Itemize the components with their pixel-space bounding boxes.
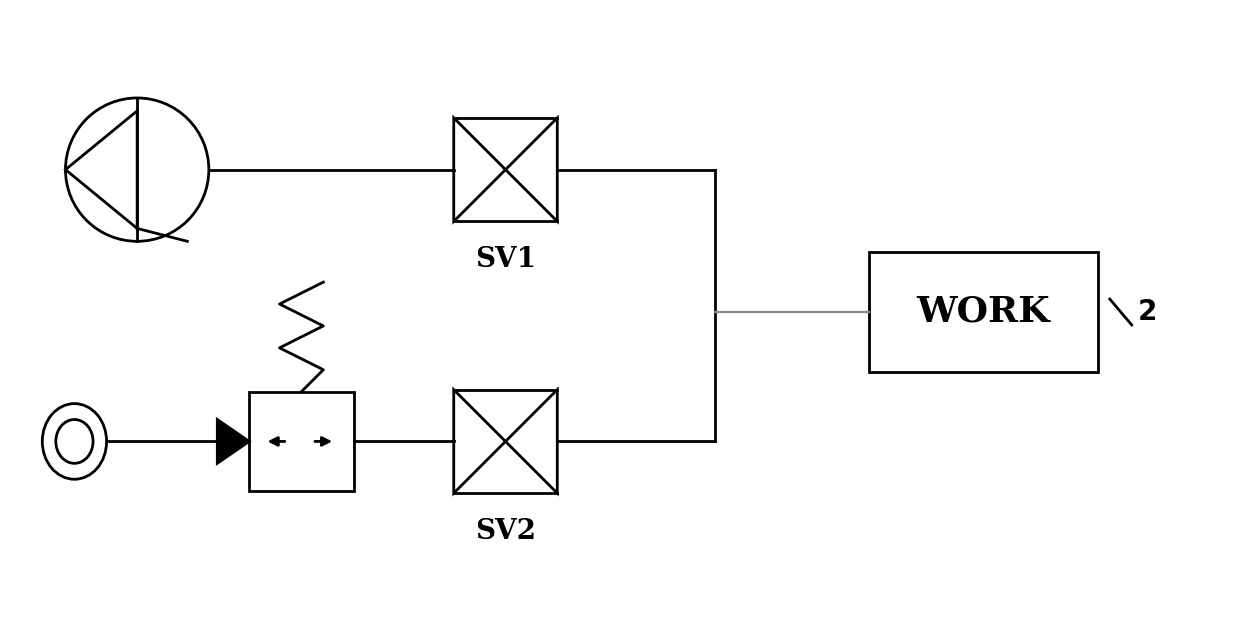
Text: WORK: WORK: [916, 295, 1050, 329]
Text: SV1: SV1: [475, 246, 536, 273]
Bar: [869, 252, 1097, 372]
Text: 2: 2: [1137, 298, 1157, 326]
Text: SV2: SV2: [475, 518, 536, 545]
Bar: [249, 392, 353, 491]
Polygon shape: [217, 419, 249, 464]
